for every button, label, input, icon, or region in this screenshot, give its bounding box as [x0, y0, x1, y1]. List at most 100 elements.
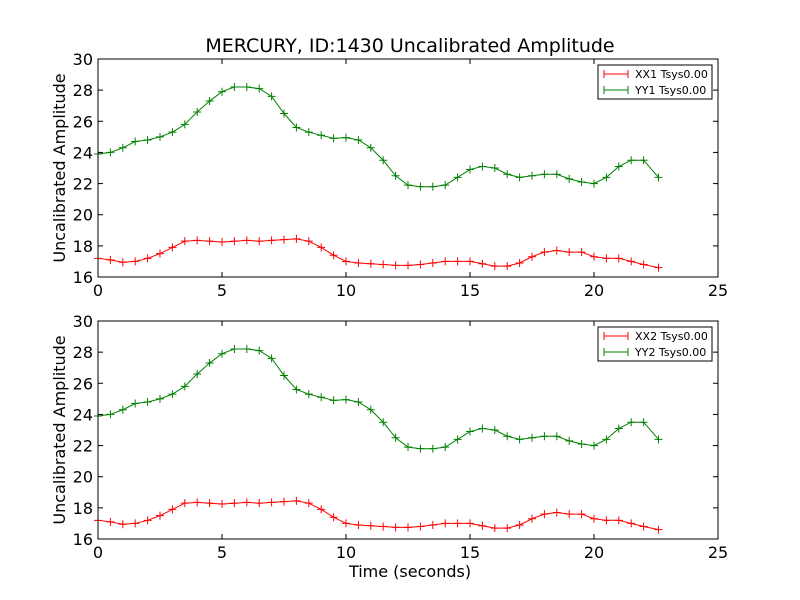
- data-point-marker: [342, 395, 350, 404]
- y-tick-label: 24: [73, 405, 93, 424]
- data-point-marker: [329, 513, 338, 522]
- data-point-marker: [540, 432, 549, 441]
- legend-marker: [603, 86, 629, 94]
- data-point-marker: [627, 156, 636, 165]
- data-point-marker: [490, 426, 499, 434]
- data-point-marker: [614, 516, 623, 525]
- data-point-marker: [577, 178, 586, 187]
- data-point-marker: [515, 435, 524, 444]
- data-point-marker: [379, 156, 388, 165]
- data-point-marker: [515, 520, 524, 529]
- data-point-marker: [205, 97, 214, 106]
- data-point-marker: [466, 257, 474, 266]
- y-tick-label: 24: [73, 143, 93, 162]
- data-point-marker: [490, 524, 499, 533]
- data-point-marker: [614, 424, 623, 433]
- data-point-marker: [565, 510, 574, 519]
- data-point-marker: [466, 165, 474, 174]
- data-point-marker: [267, 236, 276, 245]
- data-point-marker: [156, 394, 164, 403]
- data-point-marker: [602, 516, 611, 525]
- data-point-marker: [280, 109, 288, 118]
- data-point-marker: [466, 519, 474, 528]
- data-point-marker: [193, 236, 202, 245]
- data-point-marker: [379, 522, 388, 531]
- data-point-marker: [565, 248, 574, 257]
- data-point-marker: [218, 499, 226, 508]
- data-point-marker: [131, 399, 140, 408]
- legend-frame: [597, 64, 713, 100]
- legend: XX2 Tsys0.00 YY2 Tsys0.00: [597, 326, 713, 362]
- data-point-marker: [342, 257, 350, 266]
- x-tick-label: 5: [217, 281, 227, 300]
- data-point-marker: [168, 128, 177, 137]
- data-point-marker: [366, 521, 375, 530]
- y-tick-label: 30: [73, 312, 93, 331]
- x-tick-label: 10: [336, 543, 356, 562]
- data-point-marker: [552, 432, 561, 441]
- y-axis-title: Uncalibrated Amplitude: [50, 335, 69, 524]
- data-point-marker: [404, 181, 412, 190]
- data-point-marker: [528, 514, 536, 523]
- data-point-marker: [453, 519, 462, 528]
- data-point-marker: [255, 84, 264, 93]
- data-point-marker: [577, 248, 586, 257]
- data-point-marker: [478, 259, 487, 268]
- data-point-marker: [639, 418, 648, 427]
- data-point-marker: [577, 440, 586, 449]
- data-point-marker: [342, 519, 350, 528]
- data-point-marker: [540, 170, 549, 179]
- data-point-marker: [552, 246, 561, 255]
- data-point-marker: [577, 510, 586, 519]
- data-point-marker: [366, 405, 375, 414]
- data-point-marker: [639, 156, 648, 165]
- data-point-marker: [193, 107, 202, 116]
- data-point-marker: [404, 261, 412, 270]
- legend: XX1 Tsys0.00 YY1 Tsys0.00: [597, 64, 713, 100]
- data-point-marker: [627, 519, 636, 528]
- data-point-marker: [193, 498, 202, 507]
- data-point-marker: [242, 83, 251, 92]
- y-tick-label: 30: [73, 50, 93, 69]
- chart-title: MERCURY, ID:1430 Uncalibrated Amplitude: [205, 35, 614, 57]
- legend-frame: [597, 326, 713, 362]
- data-point-marker: [180, 499, 189, 508]
- data-point-marker: [627, 418, 636, 427]
- x-tick-label: 5: [217, 543, 227, 562]
- data-point-marker: [329, 396, 338, 405]
- data-point-marker: [118, 520, 127, 529]
- data-point-marker: [218, 237, 226, 246]
- data-point-marker: [391, 433, 400, 442]
- x-tick-label: 15: [460, 281, 480, 300]
- legend-label: XX1 Tsys0.00: [635, 68, 708, 81]
- data-point-marker: [205, 499, 214, 508]
- data-point-marker: [156, 511, 164, 520]
- data-point-marker: [602, 173, 611, 182]
- data-point-marker: [304, 237, 313, 246]
- y-tick-label: 18: [73, 237, 93, 256]
- data-point-marker: [143, 254, 152, 263]
- data-point-marker: [379, 260, 388, 269]
- data-point-marker: [267, 498, 276, 507]
- series-1: [94, 234, 663, 272]
- series-line: [97, 238, 659, 269]
- data-point-marker: [503, 432, 512, 441]
- data-point-marker: [602, 435, 611, 444]
- data-point-marker: [131, 257, 140, 266]
- data-point-marker: [503, 262, 512, 271]
- y-tick-label: 16: [73, 268, 93, 287]
- data-point-marker: [180, 382, 189, 391]
- data-point-marker: [503, 524, 512, 533]
- data-point-marker: [416, 182, 425, 191]
- data-point-marker: [317, 505, 326, 514]
- data-point-marker: [242, 345, 251, 354]
- data-point-marker: [131, 519, 140, 528]
- data-point-marker: [552, 170, 561, 179]
- data-point-marker: [379, 418, 388, 427]
- data-point-marker: [304, 499, 313, 508]
- data-point-marker: [255, 237, 264, 246]
- series-2: [94, 345, 663, 453]
- data-point-marker: [528, 252, 536, 261]
- y-tick-label: 20: [73, 206, 93, 225]
- data-point-marker: [267, 92, 276, 101]
